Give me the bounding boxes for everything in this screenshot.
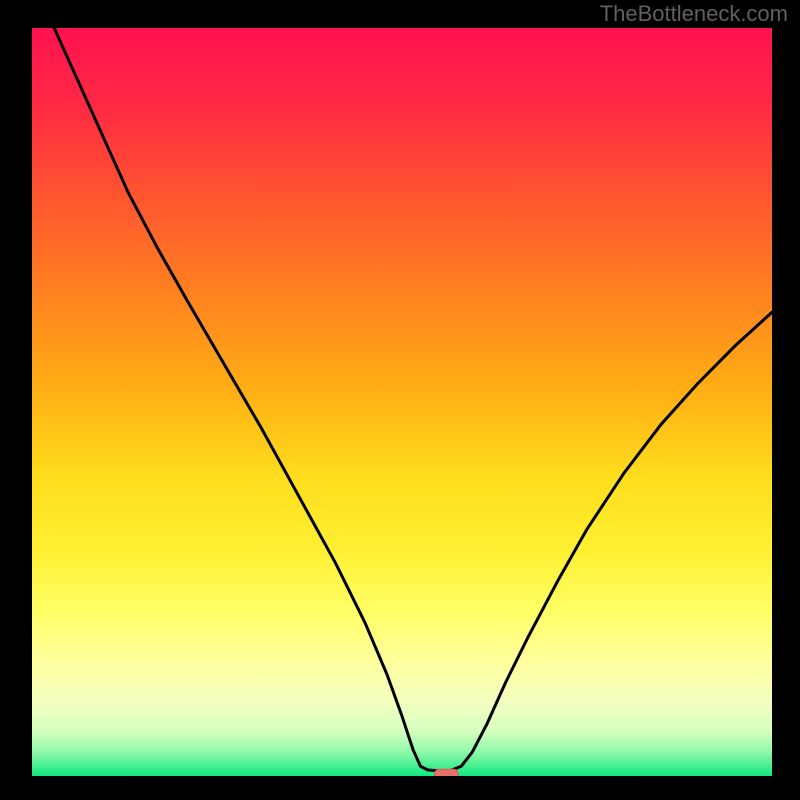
optimal-marker [435,769,459,776]
watermark-label: TheBottleneck.com [600,1,788,27]
bottleneck-curve-chart [32,28,772,776]
chart-container: TheBottleneck.com [0,0,800,800]
gradient-background [32,28,772,776]
